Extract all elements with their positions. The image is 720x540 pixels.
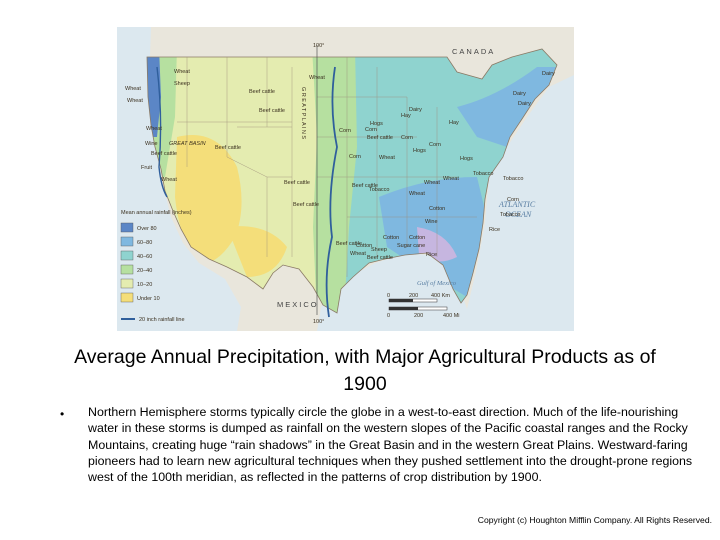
- product-label: Beef cattle: [151, 151, 177, 157]
- product-label: Cotton: [383, 235, 399, 241]
- product-label: Rice: [426, 252, 437, 258]
- product-label: Beef cattle: [336, 241, 362, 247]
- product-label: Corn: [401, 135, 413, 141]
- scale-bar-km-fill: [389, 299, 413, 302]
- product-label: Corn: [429, 142, 441, 148]
- product-label: Beef cattle: [284, 180, 310, 186]
- product-label: Dairy: [542, 71, 555, 77]
- product-label: Wheat: [127, 98, 143, 104]
- product-label: Wheat: [409, 191, 425, 197]
- legend-item-label: 60–80: [137, 240, 152, 246]
- slide-title: Average Annual Precipitation, with Major…: [74, 346, 656, 395]
- scale-mi-200: 200: [414, 313, 423, 319]
- rainfall-legend: Mean annual rainfall (inches) Over 80 60–…: [120, 210, 192, 323]
- product-label: Wheat: [379, 155, 395, 161]
- product-label: Tobacco: [369, 187, 390, 193]
- legend-swatch: [120, 292, 134, 303]
- product-label: Beef cattle: [367, 255, 393, 261]
- state-lines: [177, 57, 477, 277]
- label-ocean-line2: OCEAN: [505, 210, 532, 219]
- product-label: Hogs: [370, 121, 383, 127]
- product-label: Corn: [339, 128, 351, 134]
- product-label: Beef cattle: [352, 183, 378, 189]
- product-label: Wheat: [174, 69, 190, 75]
- product-label: Beef cattle: [293, 202, 319, 208]
- product-label: Cotton: [429, 206, 445, 212]
- map-scale: 0 200 400 Km 0 200 400 Mi: [387, 293, 460, 319]
- legend-title: Mean annual rainfall (inches): [121, 210, 192, 216]
- precipitation-map: 100° 100° CANADA MEXICO G R E A T P L A …: [117, 27, 574, 331]
- product-label: Dairy: [518, 101, 531, 107]
- product-label: Wheat: [125, 86, 141, 92]
- product-label: Corn: [365, 127, 377, 133]
- product-label: Hogs: [413, 148, 426, 154]
- product-label: Wine: [425, 219, 438, 225]
- product-label: Sheep: [174, 81, 190, 87]
- copyright-notice: Copyright (c) Houghton Mifflin Company. …: [477, 515, 712, 525]
- body-paragraph: Northern Hemisphere storms typically cir…: [88, 405, 693, 485]
- product-label: Wheat: [424, 180, 440, 186]
- product-label: Tobacco: [503, 176, 524, 182]
- product-label: Hogs: [460, 156, 473, 162]
- legend-item-label: Over 80: [137, 226, 157, 232]
- product-label: Beef cattle: [259, 108, 285, 114]
- label-mexico: MEXICO: [277, 300, 319, 309]
- product-label: Wheat: [146, 126, 162, 132]
- scale-km-0: 0: [387, 293, 390, 299]
- label-gulf: Gulf of Mexico: [417, 280, 457, 287]
- label-ocean-line1: ATLANTIC: [498, 200, 536, 209]
- legend-item-label: 10–20: [137, 282, 152, 288]
- scale-km-200: 200: [409, 293, 418, 299]
- product-label: Wheat: [309, 75, 325, 81]
- product-label: Tobacco: [473, 171, 494, 177]
- product-label: Rice: [489, 227, 500, 233]
- scale-mi-0: 0: [387, 313, 390, 319]
- product-label: Cotton: [356, 243, 372, 249]
- product-label: Wheat: [443, 176, 459, 182]
- product-label: Wheat: [161, 177, 177, 183]
- meridian-label-bottom: 100°: [313, 319, 324, 325]
- product-label: Wheat: [350, 251, 366, 257]
- atlantic-gulf-water: [317, 75, 574, 331]
- scale-bar-mi-fill: [389, 307, 418, 310]
- product-label: Cotton: [409, 235, 425, 241]
- legend-swatch: [120, 236, 134, 247]
- legend-swatch: [120, 278, 134, 289]
- pacific-ocean: [117, 27, 241, 331]
- product-label: Sugar cane: [397, 243, 425, 249]
- product-label: Dairy: [409, 107, 422, 113]
- legend-swatch: [120, 264, 134, 275]
- usa-border: [146, 48, 558, 314]
- product-label: Beef cattle: [249, 89, 275, 95]
- meridian-label: 100°: [313, 43, 324, 49]
- scale-km-400: 400 Km: [431, 293, 450, 299]
- label-great-plains: G R E A T P L A I N S: [300, 87, 306, 139]
- map-svg: 100° 100° CANADA MEXICO G R E A T P L A …: [117, 27, 574, 331]
- scale-mi-400: 400 Mi: [443, 313, 460, 319]
- product-label: Corn: [349, 154, 361, 160]
- product-label: Beef cattle: [215, 145, 241, 151]
- legend-line-label: 20 inch rainfall line: [139, 317, 185, 323]
- product-label: Tobacco: [500, 212, 521, 218]
- rainfall-line-20in: [325, 66, 338, 318]
- rainfall-line-20in-west: [156, 66, 168, 198]
- product-label: Hay: [449, 120, 459, 126]
- legend-swatch: [120, 250, 134, 261]
- legend-swatch: [120, 222, 134, 233]
- label-great-basin: GREAT BASIN: [169, 141, 206, 147]
- legend-item-label: 40–60: [137, 254, 152, 260]
- product-label: Beef cattle: [367, 135, 393, 141]
- product-label: Hay: [401, 113, 411, 119]
- product-label: Fruit: [141, 165, 152, 171]
- legend-item-label: 20–40: [137, 268, 152, 274]
- product-label: Corn: [507, 197, 519, 203]
- product-label: Sheep: [371, 247, 387, 253]
- legend-item-label: Under 10: [137, 296, 160, 302]
- bullet-marker: •: [60, 407, 65, 421]
- product-label: Dairy: [513, 91, 526, 97]
- product-label: Wine: [145, 141, 158, 147]
- label-canada: CANADA: [452, 47, 495, 56]
